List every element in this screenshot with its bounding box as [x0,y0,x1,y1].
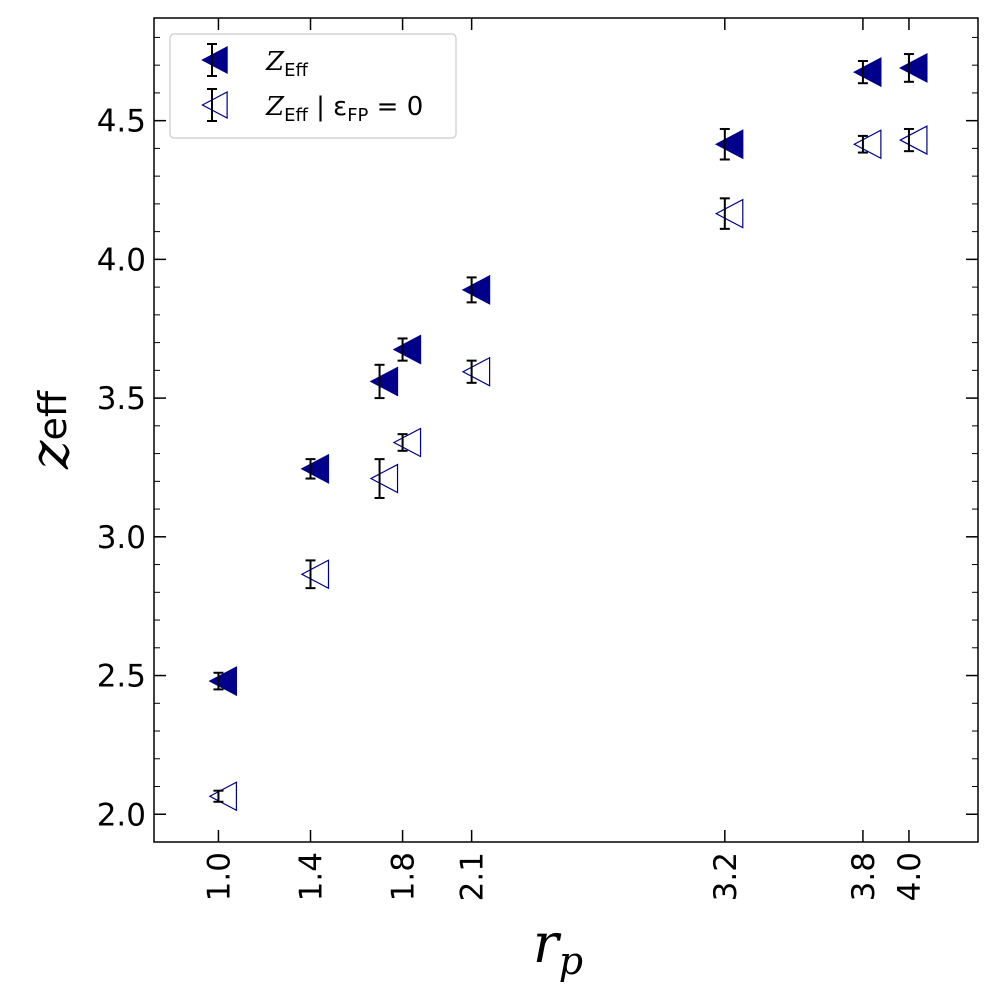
point-zeff [208,666,238,697]
y-tick-label: 4.5 [97,104,146,140]
x-tick-label: 1.0 [201,852,237,901]
legend: ZEff ZEff | εFP = 0 [169,33,457,139]
y-axis-label: zeff [18,390,81,470]
legend-box [169,33,457,139]
point-zeff [392,334,422,365]
legend-markers [201,43,228,122]
x-tick-label: 1.8 [386,852,422,901]
data-marks [208,52,928,812]
x-tick-label: 3.8 [846,852,882,901]
tick-labels: 2.0 2.5 3.0 3.5 4.0 4.5 1.0 1.4 1.8 2.1 3.2 3.8 4.0 [97,104,928,902]
plot-frame [153,17,979,843]
point-zeff-epsfp0 [899,125,928,156]
point-zeff-epsfp0 [852,129,882,160]
point-zeff [369,366,399,397]
point-zeff-epsfp0 [369,463,399,494]
y-tick-label: 2.0 [97,797,146,833]
point-zeff-epsfp0 [714,198,744,229]
legend-entry-zeff: ZEff [265,47,308,81]
x-tick-label: 1.4 [294,852,330,901]
y-tick-label: 2.5 [97,659,146,695]
legend-marker-filled-triangle [201,46,228,74]
point-zeff-epsfp0 [461,356,491,387]
point-zeff [300,453,330,484]
y-tick-label: 4.0 [97,242,146,278]
y-tick-label: 3.5 [97,381,146,417]
point-zeff-epsfp0 [208,781,238,812]
axis-ticks [154,18,978,842]
legend-entry-zeff-epsfp0: ZEff | εFP = 0 [265,92,423,126]
y-tick-label: 3.0 [97,520,146,556]
point-zeff-epsfp0 [300,559,330,590]
point-zeff [461,274,491,305]
point-zeff-epsfp0 [392,427,422,458]
legend-marker-open-triangle [201,91,228,119]
x-tick-label: 4.0 [892,852,928,901]
x-tick-label: 2.1 [455,852,491,901]
point-zeff [714,129,744,160]
x-tick-label: 3.2 [708,852,744,901]
x-axis-label: rp [533,912,583,983]
point-zeff [852,57,882,88]
point-zeff [899,52,928,83]
